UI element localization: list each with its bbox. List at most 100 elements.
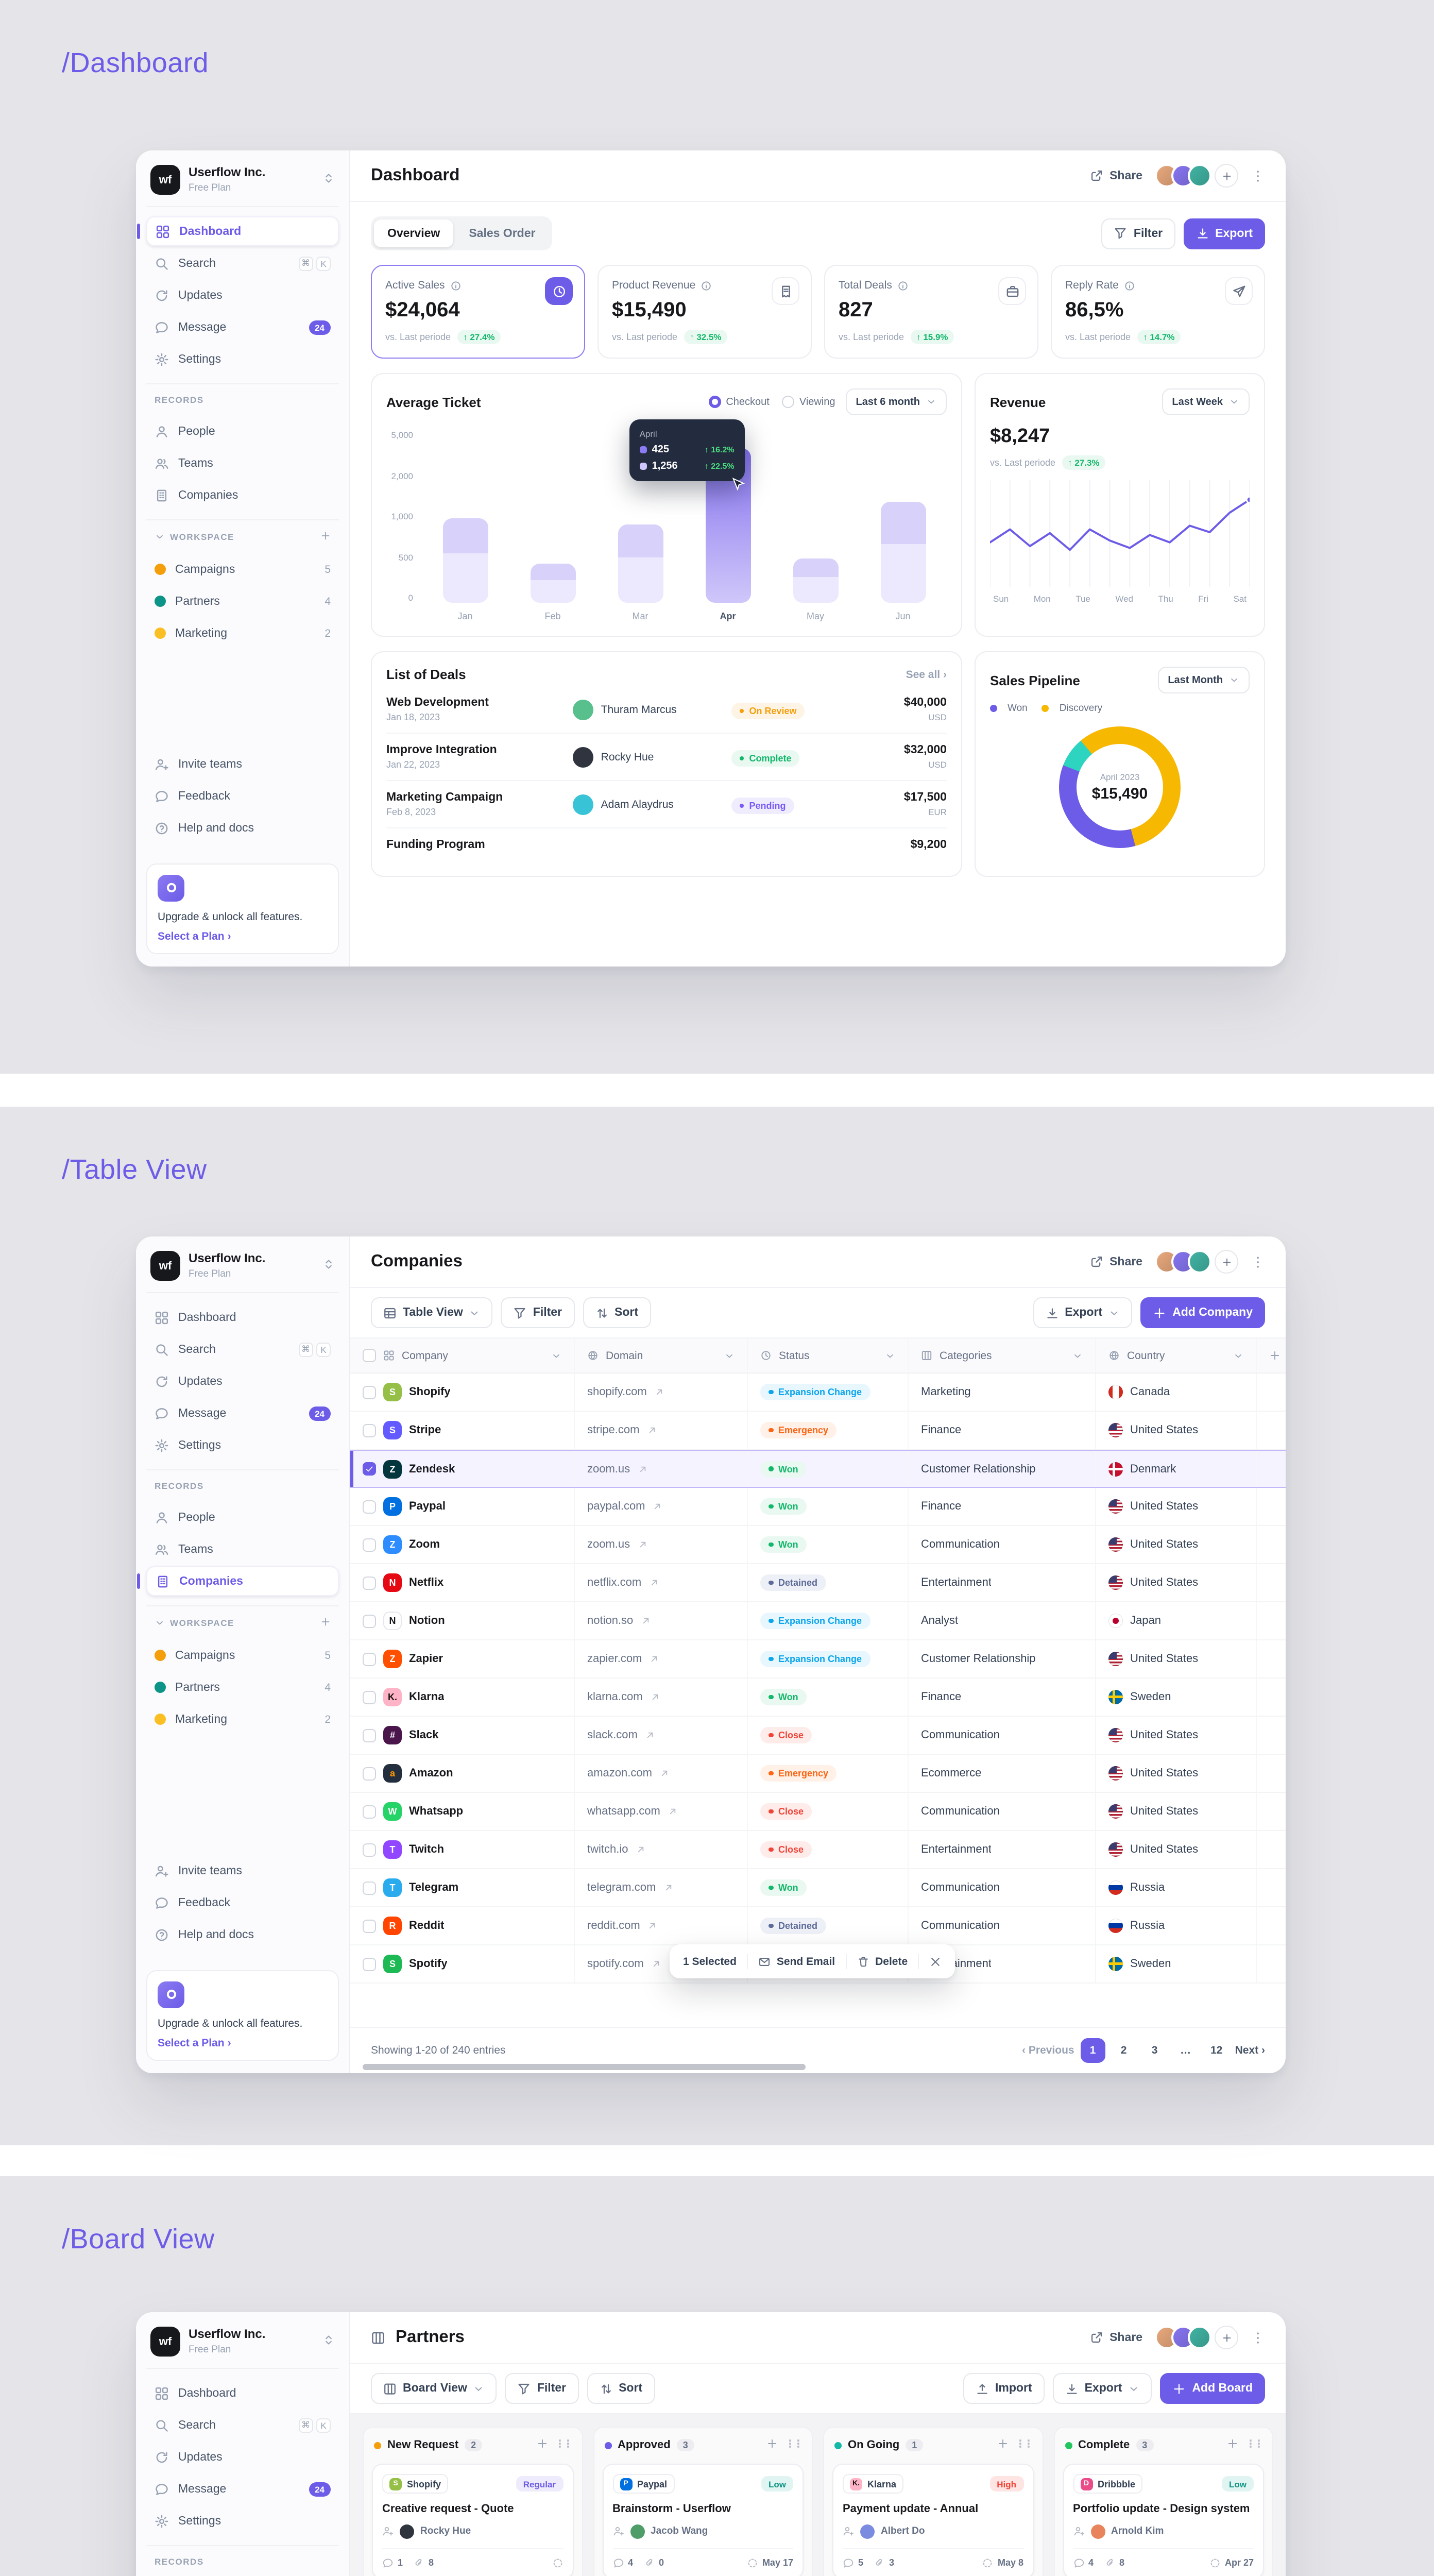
delete-button[interactable]: Delete — [857, 1955, 908, 1968]
add-card-button[interactable] — [536, 2438, 548, 2452]
kanban-card-creative-request-quote[interactable]: S Shopify Regular Creative request - Quote R… — [372, 2464, 573, 2576]
table-row-klarna[interactable]: K. Klarna klarna.com Won Finance Sweden — [350, 1679, 1286, 1717]
sidebar-item-updates[interactable]: Updates — [146, 2442, 339, 2472]
sidebar-item-dashboard[interactable]: Dashboard — [146, 1302, 339, 1332]
sidebar-item-search[interactable]: Search ⌘ K — [146, 248, 339, 278]
range-select[interactable]: Last Month — [1157, 667, 1250, 693]
sidebar-item-help[interactable]: Help and docs — [146, 1921, 339, 1951]
bar-Jun[interactable] — [880, 502, 926, 603]
select-plan-link[interactable]: Select a Plan › — [158, 2037, 231, 2049]
sidebar-item-message[interactable]: Message 24 — [146, 1398, 339, 1428]
table-row-telegram[interactable]: T Telegram telegram.com Won Communication Rus… — [350, 1869, 1286, 1907]
filter-button[interactable]: Filter — [501, 1297, 575, 1328]
tab-sales-order[interactable]: Sales Order — [469, 227, 536, 240]
select-plan-link[interactable]: Select a Plan › — [158, 930, 231, 943]
table-row-zoom[interactable]: Z Zoom zoom.us Won Communication United State… — [350, 1526, 1286, 1564]
row-checkbox[interactable] — [363, 1500, 376, 1513]
page-2-button[interactable]: 2 — [1120, 2044, 1127, 2057]
add-column-button[interactable] — [1257, 1338, 1286, 1372]
stat-icon-button[interactable] — [998, 277, 1026, 305]
sidebar-item-partners[interactable]: Partners 4 — [146, 586, 339, 616]
page-3-button[interactable]: 3 — [1151, 2044, 1158, 2057]
page-12-button[interactable]: 12 — [1210, 2044, 1223, 2057]
row-checkbox[interactable] — [363, 1728, 376, 1742]
table-row-netflix[interactable]: N Netflix netflix.com Detained Entertainment… — [350, 1564, 1286, 1602]
sidebar-item-message[interactable]: Message 24 — [146, 2474, 339, 2504]
next-page-button[interactable]: Next › — [1235, 2044, 1265, 2057]
bar-Feb[interactable] — [530, 564, 575, 603]
share-button[interactable]: Share — [1090, 1255, 1142, 1268]
sidebar-item-search[interactable]: Search ⌘ K — [146, 2410, 339, 2440]
column-header-country[interactable]: Country — [1127, 1349, 1165, 1362]
add-card-button[interactable] — [997, 2438, 1008, 2452]
share-button[interactable]: Share — [1090, 169, 1142, 182]
sidebar-item-feedback[interactable]: Feedback — [146, 1889, 339, 1919]
export-button[interactable]: Export — [1052, 2373, 1152, 2404]
add-member-button[interactable] — [1215, 1250, 1238, 1274]
row-checkbox[interactable] — [363, 1690, 376, 1704]
row-checkbox[interactable] — [363, 1843, 376, 1856]
column-drag-handle[interactable]: ⋮⋮ — [785, 2439, 804, 2450]
share-button[interactable]: Share — [1090, 2331, 1142, 2344]
bar-May[interactable] — [793, 558, 838, 603]
page-1-button[interactable]: 1 — [1080, 2038, 1105, 2063]
add-workspace-button[interactable] — [320, 531, 331, 543]
row-checkbox[interactable] — [363, 1462, 376, 1476]
row-checkbox[interactable] — [363, 1385, 376, 1399]
kanban-card-payment-update-annual[interactable]: K. Klarna High Payment update - Annual Alber… — [832, 2464, 1034, 2576]
org-switcher[interactable]: wf Userflow Inc. Free Plan — [146, 1247, 339, 1293]
row-checkbox[interactable] — [363, 1652, 376, 1666]
workspace-section-header[interactable]: WORKSPACE — [146, 1606, 339, 1631]
sidebar-item-search[interactable]: Search ⌘ K — [146, 1334, 339, 1364]
sidebar-item-campaigns[interactable]: Campaigns 5 — [146, 1640, 339, 1670]
table-row-reddit[interactable]: R Reddit reddit.com Detained Communication Ru… — [350, 1907, 1286, 1945]
sidebar-item-message[interactable]: Message 24 — [146, 312, 339, 342]
sidebar-item-teams[interactable]: Teams — [146, 1534, 339, 1564]
close-selection-button[interactable] — [929, 1955, 942, 1968]
table-row-paypal[interactable]: P Paypal paypal.com Won Finance United States — [350, 1488, 1286, 1526]
legend-viewing[interactable]: Viewing — [781, 396, 835, 408]
sidebar-item-people[interactable]: People — [146, 416, 339, 446]
table-row-whatsapp[interactable]: W Whatsapp whatsapp.com Close Communication U… — [350, 1793, 1286, 1831]
add-member-button[interactable] — [1215, 2326, 1238, 2349]
sidebar-item-updates[interactable]: Updates — [146, 280, 339, 310]
view-select-button[interactable]: Board View — [371, 2373, 497, 2404]
range-select[interactable]: Last 6 month — [845, 388, 947, 415]
column-drag-handle[interactable]: ⋮⋮ — [555, 2439, 573, 2450]
filter-button[interactable]: Filter — [505, 2373, 579, 2404]
row-checkbox[interactable] — [363, 1805, 376, 1818]
deal-row-web-development[interactable]: Web Development Jan 18, 2023 Thuram Marcus… — [386, 686, 947, 733]
export-button[interactable]: Export — [1183, 218, 1265, 249]
sidebar-item-campaigns[interactable]: Campaigns 5 — [146, 554, 339, 584]
legend-checkout[interactable]: Checkout — [708, 396, 770, 408]
sidebar-item-settings[interactable]: Settings — [146, 344, 339, 374]
stat-icon-button[interactable] — [545, 277, 573, 305]
horizontal-scrollbar[interactable] — [363, 2064, 806, 2070]
column-header-categories[interactable]: Categories — [940, 1349, 992, 1362]
more-menu-button[interactable] — [1251, 1255, 1265, 1269]
column-header-company[interactable]: Company — [402, 1349, 448, 1362]
filter-button[interactable]: Filter — [1101, 218, 1175, 249]
row-checkbox[interactable] — [363, 1919, 376, 1933]
deal-row-marketing-campaign[interactable]: Marketing Campaign Feb 8, 2023 Adam Alaydr… — [386, 780, 947, 827]
sidebar-item-marketing[interactable]: Marketing 2 — [146, 1704, 339, 1734]
see-all-link[interactable]: See all › — [906, 668, 947, 681]
sidebar-item-invite-teams[interactable]: Invite teams — [146, 1857, 339, 1887]
add-workspace-button[interactable] — [320, 1617, 331, 1629]
sidebar-item-updates[interactable]: Updates — [146, 1366, 339, 1396]
sidebar-item-companies[interactable]: Companies — [146, 480, 339, 510]
add-member-button[interactable] — [1215, 164, 1238, 188]
sidebar-item-feedback[interactable]: Feedback — [146, 782, 339, 812]
column-header-domain[interactable]: Domain — [606, 1349, 643, 1362]
workspace-section-header[interactable]: WORKSPACE — [146, 520, 339, 545]
add-card-button[interactable] — [766, 2438, 778, 2452]
bar-Jan[interactable] — [442, 518, 488, 603]
tab-overview[interactable]: Overview — [374, 219, 454, 247]
sidebar-item-companies[interactable]: Companies — [137, 1566, 339, 1596]
sidebar-item-invite-teams[interactable]: Invite teams — [146, 750, 339, 780]
export-button[interactable]: Export — [1033, 1297, 1133, 1328]
table-row-twitch[interactable]: T Twitch twitch.io Close Entertainment United… — [350, 1831, 1286, 1869]
org-switcher[interactable]: wf Userflow Inc. Free Plan — [146, 161, 339, 207]
table-row-shopify[interactable]: S Shopify shopify.com Expansion Change Marke… — [350, 1374, 1286, 1412]
row-checkbox[interactable] — [363, 1957, 376, 1971]
